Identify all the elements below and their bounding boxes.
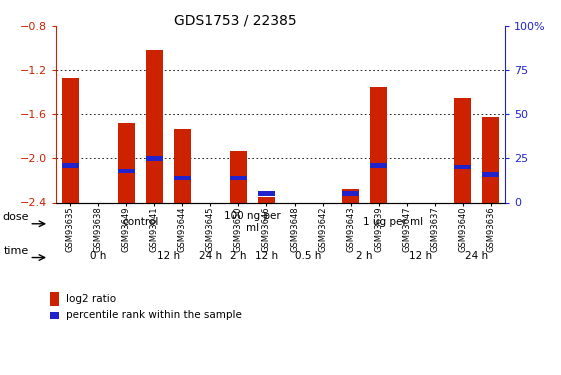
- Text: 100 ng per
ml: 100 ng per ml: [224, 211, 281, 233]
- Bar: [370, 163, 387, 168]
- Bar: [174, 176, 191, 180]
- Text: 12 h: 12 h: [255, 251, 278, 261]
- Bar: [118, 123, 135, 202]
- Text: dose: dose: [3, 212, 29, 222]
- Bar: [62, 78, 79, 203]
- Bar: [62, 163, 79, 168]
- Bar: [230, 151, 247, 202]
- Bar: [342, 189, 359, 202]
- Text: 12 h: 12 h: [409, 251, 433, 261]
- Bar: [454, 165, 471, 170]
- Bar: [118, 169, 135, 173]
- Bar: [454, 98, 471, 202]
- Text: log2 ratio: log2 ratio: [66, 294, 116, 304]
- Bar: [370, 87, 387, 202]
- Bar: [146, 156, 163, 160]
- Bar: [174, 129, 191, 202]
- Bar: [342, 192, 359, 196]
- Bar: [482, 172, 499, 177]
- Text: 12 h: 12 h: [157, 251, 180, 261]
- Text: time: time: [4, 246, 29, 256]
- Text: percentile rank within the sample: percentile rank within the sample: [66, 310, 242, 320]
- Bar: [258, 192, 275, 196]
- Text: 1 ug per ml: 1 ug per ml: [362, 217, 423, 227]
- Text: GDS1753 / 22385: GDS1753 / 22385: [174, 13, 297, 27]
- Text: control: control: [122, 217, 158, 227]
- Text: 0 h: 0 h: [90, 251, 107, 261]
- Bar: [258, 197, 275, 202]
- Text: 2 h: 2 h: [356, 251, 373, 261]
- Bar: [230, 176, 247, 180]
- Text: 24 h: 24 h: [465, 251, 489, 261]
- Text: 0.5 h: 0.5 h: [295, 251, 322, 261]
- Text: 24 h: 24 h: [199, 251, 222, 261]
- Bar: [482, 117, 499, 202]
- Bar: [146, 51, 163, 202]
- Text: 2 h: 2 h: [230, 251, 247, 261]
